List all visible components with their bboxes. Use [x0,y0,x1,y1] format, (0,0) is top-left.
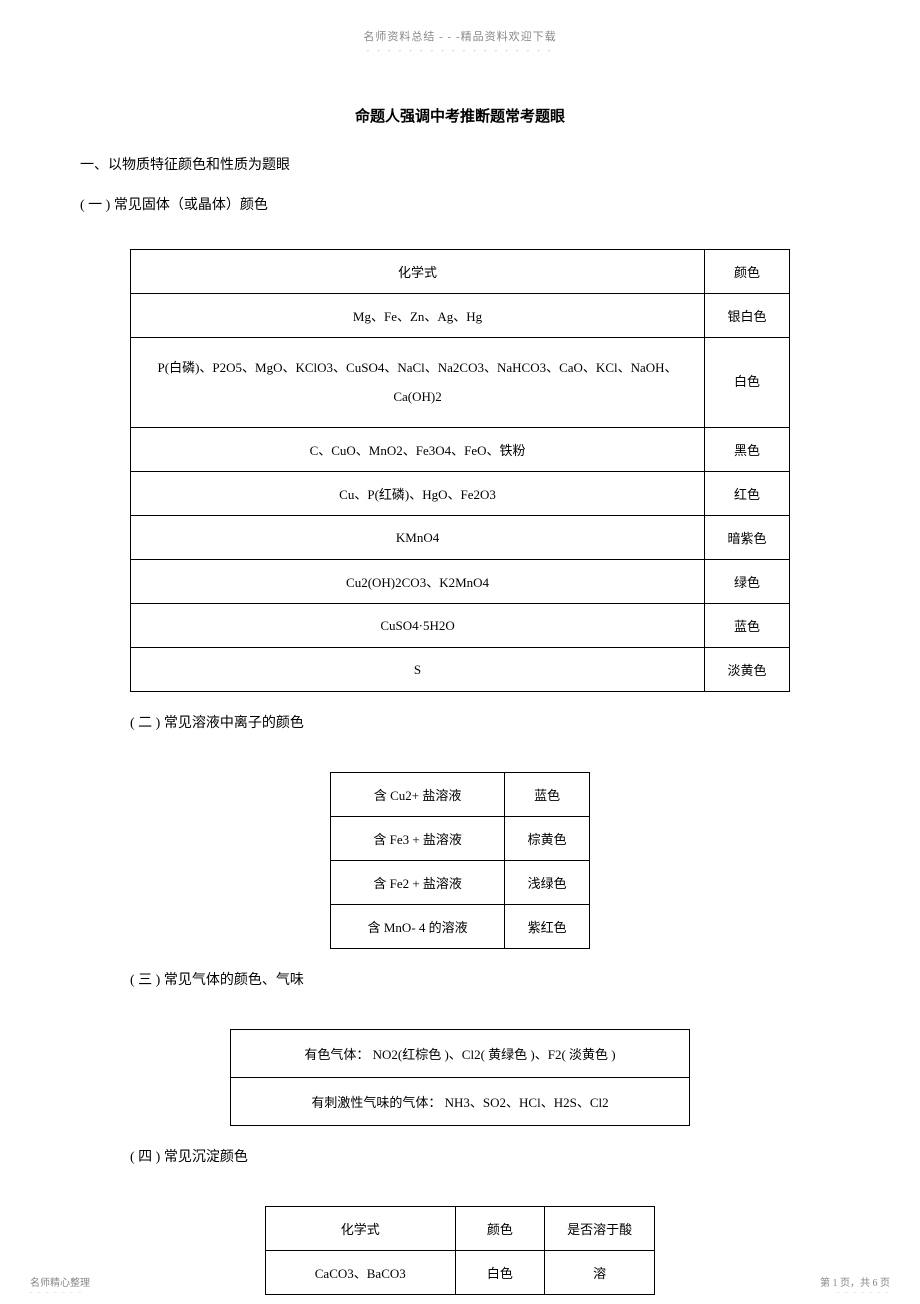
table-header-cell: 颜色 [705,250,790,294]
table-cell: 含 Fe2 + 盐溶液 [331,861,505,905]
table-ion-colors: 含 Cu2+ 盐溶液 蓝色 含 Fe3 + 盐溶液 棕黄色 含 Fe2 + 盐溶… [330,772,590,949]
table-row: 有色气体： NO2(红棕色 )、Cl2( 黄绿色 )、F2( 淡黄色 ) [231,1030,690,1078]
footer-right: 第 1 页，共 6 页 [820,1274,890,1289]
header-dots: - - - - - - - - - - - - - - - - - - [0,46,920,55]
section2-heading: ( 二 ) 常见溶液中离子的颜色 [80,712,840,732]
table-row: 含 Fe3 + 盐溶液 棕黄色 [331,817,590,861]
table-precipitate-colors: 化学式 颜色 是否溶于酸 CaCO3、BaCO3 白色 溶 [265,1206,655,1295]
table-row: Cu2(OH)2CO3、K2MnO4 绿色 [131,560,790,604]
table-cell: C、CuO、MnO2、Fe3O4、FeO、铁粉 [131,428,705,472]
table-cell: 有色气体： NO2(红棕色 )、Cl2( 黄绿色 )、F2( 淡黄色 ) [231,1030,690,1078]
table-row: 含 MnO- 4 的溶液 紫红色 [331,905,590,949]
footer-left: 名师精心整理 [30,1274,90,1289]
footer-dots-left: - - - - - - - [30,1288,83,1296]
table-row: 有刺激性气味的气体： NH3、SO2、HCl、H2S、Cl2 [231,1078,690,1126]
table-header-cell: 化学式 [131,250,705,294]
table-cell: 绿色 [705,560,790,604]
table-cell: 蓝色 [505,773,590,817]
table-row: 含 Fe2 + 盐溶液 浅绿色 [331,861,590,905]
table-cell: 有刺激性气味的气体： NH3、SO2、HCl、H2S、Cl2 [231,1078,690,1126]
table-row: 含 Cu2+ 盐溶液 蓝色 [331,773,590,817]
footer-dots-right: - - - - - - - [837,1288,890,1296]
table-cell: 银白色 [705,294,790,338]
table-cell: 紫红色 [505,905,590,949]
table-row: CaCO3、BaCO3 白色 溶 [266,1251,655,1295]
table-cell: 暗紫色 [705,516,790,560]
table-cell: S [131,648,705,692]
table-cell: Mg、Fe、Zn、Ag、Hg [131,294,705,338]
table-row: CuSO4·5H2O 蓝色 [131,604,790,648]
table-header-cell: 化学式 [266,1207,456,1251]
section1-sub: ( 一 ) 常见固体（或晶体）颜色 [80,194,840,214]
table-cell: Cu、P(红磷)、HgO、Fe2O3 [131,472,705,516]
table-cell: 含 Fe3 + 盐溶液 [331,817,505,861]
table-row: C、CuO、MnO2、Fe3O4、FeO、铁粉 黑色 [131,428,790,472]
table-gas-colors: 有色气体： NO2(红棕色 )、Cl2( 黄绿色 )、F2( 淡黄色 ) 有刺激… [230,1029,690,1126]
table-cell: 蓝色 [705,604,790,648]
table-solid-colors: 化学式 颜色 Mg、Fe、Zn、Ag、Hg 银白色 P(白磷)、P2O5、MgO… [130,249,790,692]
page-title: 命题人强调中考推断题常考题眼 [0,105,920,126]
table-cell: 浅绿色 [505,861,590,905]
header-text: 名师资料总结 - - -精品资料欢迎下载 [0,0,920,44]
table-row: KMnO4 暗紫色 [131,516,790,560]
table-cell: Cu2(OH)2CO3、K2MnO4 [131,560,705,604]
table-row: S 淡黄色 [131,648,790,692]
table-cell: CuSO4·5H2O [131,604,705,648]
table-cell: 黑色 [705,428,790,472]
table-header-cell: 是否溶于酸 [545,1207,655,1251]
table-row: Mg、Fe、Zn、Ag、Hg 银白色 [131,294,790,338]
table-row: P(白磷)、P2O5、MgO、KClO3、CuSO4、NaCl、Na2CO3、N… [131,338,790,428]
section4-heading: ( 四 ) 常见沉淀颜色 [80,1146,840,1166]
section1-heading: 一、以物质特征颜色和性质为题眼 [80,154,840,174]
table-cell: 溶 [545,1251,655,1295]
table-row: Cu、P(红磷)、HgO、Fe2O3 红色 [131,472,790,516]
table-cell: 红色 [705,472,790,516]
table-cell: 白色 [455,1251,545,1295]
table-cell: 含 Cu2+ 盐溶液 [331,773,505,817]
table-cell: KMnO4 [131,516,705,560]
table-cell: CaCO3、BaCO3 [266,1251,456,1295]
table-cell: 棕黄色 [505,817,590,861]
table-row: 化学式 颜色 是否溶于酸 [266,1207,655,1251]
section3-heading: ( 三 ) 常见气体的颜色、气味 [80,969,840,989]
table-cell: 白色 [705,338,790,428]
table-cell: P(白磷)、P2O5、MgO、KClO3、CuSO4、NaCl、Na2CO3、N… [131,338,705,428]
table-cell: 含 MnO- 4 的溶液 [331,905,505,949]
table-cell: 淡黄色 [705,648,790,692]
table-row: 化学式 颜色 [131,250,790,294]
table-header-cell: 颜色 [455,1207,545,1251]
